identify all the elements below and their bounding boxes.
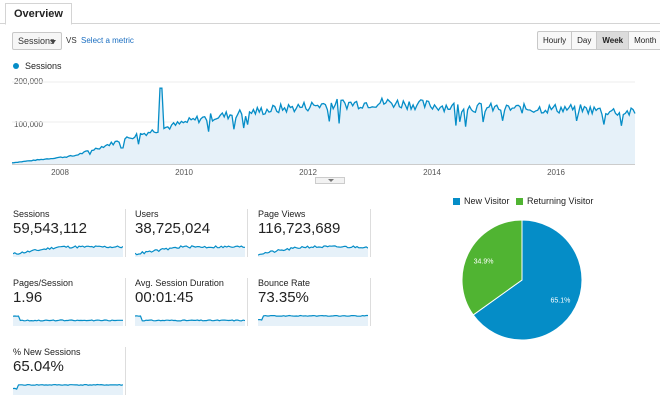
sparkline-line <box>135 245 245 256</box>
sparkline-fill <box>13 246 123 257</box>
chevron-down-icon <box>328 179 334 182</box>
visitor-pie-chart: 65.1% 34.9% <box>461 219 583 341</box>
sessions-area-fill <box>12 88 635 164</box>
metric-label: % New Sessions <box>13 347 81 357</box>
chart-legend: Sessions <box>13 61 62 71</box>
sparkline-fill <box>13 384 123 395</box>
metric-value: 00:01:45 <box>135 289 194 306</box>
sparkline-fill <box>258 315 368 326</box>
metric-value: 59,543,112 <box>13 220 87 237</box>
pie-label-new-visitor: 65.1% <box>550 298 570 305</box>
metric-dropdown[interactable]: Sessions <box>12 32 62 50</box>
x-tick-label: 2014 <box>423 168 441 177</box>
metric-value: 116,723,689 <box>258 220 341 237</box>
metric-card-new-sessions[interactable]: % New Sessions 65.04% <box>13 347 126 395</box>
x-tick-label: 2010 <box>175 168 193 177</box>
sparkline-line <box>258 314 368 321</box>
metric-card-users[interactable]: Users 38,725,024 <box>135 209 248 257</box>
sparkline-line <box>135 315 245 322</box>
metric-label: Pages/Session <box>13 278 74 288</box>
pie-label-returning-visitor: 34.9% <box>474 258 494 265</box>
month-button[interactable]: Month <box>628 32 660 49</box>
chevron-down-icon <box>50 40 56 44</box>
tab-bar: Overview <box>0 0 660 25</box>
metric-card-sessions[interactable]: Sessions 59,543,112 <box>13 209 126 257</box>
x-tick-label: 2012 <box>299 168 317 177</box>
metric-card-page-views[interactable]: Page Views 116,723,689 <box>258 209 371 257</box>
week-button[interactable]: Week <box>596 32 629 49</box>
sparkline <box>258 314 368 326</box>
x-tick-label: 2008 <box>51 168 69 177</box>
sparkline-line <box>13 315 123 322</box>
x-tick-label: 2016 <box>547 168 565 177</box>
legend-label: Returning Visitor <box>527 196 594 206</box>
pie-slice-returning-visitor <box>461 219 523 316</box>
metric-label: Page Views <box>258 209 306 219</box>
legend-swatch <box>516 197 523 205</box>
sessions-area-chart <box>11 81 636 165</box>
series-dot-icon <box>13 63 19 69</box>
metric-card-pages-per-session[interactable]: Pages/Session 1.96 <box>13 278 126 326</box>
select-metric-link[interactable]: Select a metric <box>81 36 134 45</box>
sparkline <box>258 245 368 257</box>
vs-label: VS <box>66 36 77 45</box>
sparkline-line <box>13 383 123 390</box>
sparkline-line <box>13 245 123 255</box>
metric-value: 73.35% <box>258 289 309 306</box>
legend-swatch <box>453 197 460 205</box>
legend-sessions: Sessions <box>25 61 62 71</box>
pie-legend-returning-visitor: Returning Visitor <box>516 196 593 206</box>
metric-label: Avg. Session Duration <box>135 278 224 288</box>
sessions-line <box>11 87 636 164</box>
y-tick-label: 100,000 <box>14 120 43 129</box>
metric-card-bounce-rate[interactable]: Bounce Rate 73.35% <box>258 278 371 326</box>
hourly-button[interactable]: Hourly <box>543 36 567 45</box>
metric-value: 38,725,024 <box>135 220 211 237</box>
pie-slice-new-visitor <box>472 219 583 341</box>
metric-value: 1.96 <box>13 289 43 306</box>
sparkline <box>13 245 123 257</box>
day-button[interactable]: Day <box>571 32 596 49</box>
time-range-buttons: Hourly Day Week Month <box>537 31 660 50</box>
sparkline <box>13 315 123 326</box>
sparkline-fill <box>258 245 368 257</box>
sparkline <box>13 383 123 395</box>
metric-card-avg-session-duration[interactable]: Avg. Session Duration 00:01:45 <box>135 278 248 326</box>
sparkline-line <box>258 245 368 256</box>
sparkline <box>135 315 245 326</box>
metric-dropdown-label: Sessions <box>18 36 55 46</box>
metric-value: 65.04% <box>13 358 64 375</box>
metric-label: Sessions <box>13 209 50 219</box>
metric-label: Users <box>135 209 159 219</box>
sparkline <box>135 245 245 257</box>
collapse-chart-handle[interactable] <box>315 177 345 184</box>
pie-legend-new-visitor: New Visitor <box>453 196 509 206</box>
metric-label: Bounce Rate <box>258 278 311 288</box>
tab-overview[interactable]: Overview <box>5 3 72 25</box>
legend-label: New Visitor <box>464 196 510 206</box>
